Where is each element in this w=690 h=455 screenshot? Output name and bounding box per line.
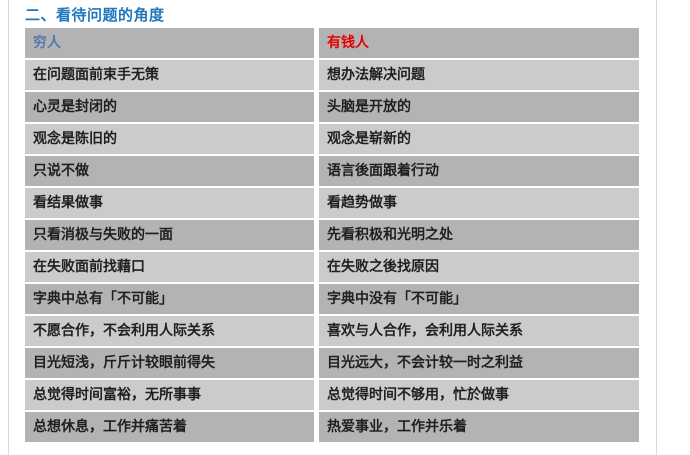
cell-rich-trait: 字典中没有「不可能」	[319, 284, 639, 314]
cell-rich-trait: 目光远大，不会计较一时之利益	[319, 348, 639, 378]
cell-rich-trait: 热爱事业，工作并乐着	[319, 412, 639, 442]
cell-rich-trait: 想办法解决问题	[319, 60, 639, 90]
table-row: 只看消极与失败的一面 先看积极和光明之处	[25, 220, 639, 250]
table-row: 只说不做 语言後面跟着行动	[25, 156, 639, 186]
cell-rich-trait: 观念是崭新的	[319, 124, 639, 154]
cell-poor-trait: 观念是陈旧的	[25, 124, 314, 154]
cell-poor-trait: 看结果做事	[25, 188, 314, 218]
column-header-rich: 有钱人	[319, 28, 639, 58]
table-row: 心灵是封闭的 头脑是开放的	[25, 92, 639, 122]
cell-poor-trait: 只看消极与失败的一面	[25, 220, 314, 250]
page-border-left	[8, 0, 9, 455]
cell-poor-trait: 只说不做	[25, 156, 314, 186]
table-row: 总想休息，工作并痛苦着 热爱事业，工作并乐着	[25, 412, 639, 442]
cell-poor-trait: 字典中总有「不可能」	[25, 284, 314, 314]
cell-poor-trait: 总觉得时间富裕，无所事事	[25, 380, 314, 410]
cell-rich-trait: 看趋势做事	[319, 188, 639, 218]
table-row: 不愿合作，不会利用人际关系 喜欢与人合作，会利用人际关系	[25, 316, 639, 346]
cell-rich-trait: 头脑是开放的	[319, 92, 639, 122]
cell-rich-trait: 先看积极和光明之处	[319, 220, 639, 250]
cell-rich-trait: 在失败之後找原因	[319, 252, 639, 282]
cell-rich-trait: 总觉得时间不够用，忙於做事	[319, 380, 639, 410]
cell-rich-trait: 喜欢与人合作，会利用人际关系	[319, 316, 639, 346]
column-header-poor: 穷人	[25, 28, 314, 58]
page-border-right	[656, 0, 657, 455]
table-body: 在问题面前束手无策 想办法解决问题 心灵是封闭的 头脑是开放的 观念是陈旧的 观…	[25, 60, 639, 442]
comparison-table: 穷人 有钱人 在问题面前束手无策 想办法解决问题 心灵是封闭的 头脑是开放的 观…	[25, 28, 639, 444]
cell-poor-trait: 在问题面前束手无策	[25, 60, 314, 90]
table-header-row: 穷人 有钱人	[25, 28, 639, 58]
cell-poor-trait: 总想休息，工作并痛苦着	[25, 412, 314, 442]
table-row: 观念是陈旧的 观念是崭新的	[25, 124, 639, 154]
cell-poor-trait: 不愿合作，不会利用人际关系	[25, 316, 314, 346]
cell-rich-trait: 语言後面跟着行动	[319, 156, 639, 186]
table-row: 在失败面前找藉口 在失败之後找原因	[25, 252, 639, 282]
table-row: 总觉得时间富裕，无所事事 总觉得时间不够用，忙於做事	[25, 380, 639, 410]
table-row: 看结果做事 看趋势做事	[25, 188, 639, 218]
table-row: 在问题面前束手无策 想办法解决问题	[25, 60, 639, 90]
cell-poor-trait: 在失败面前找藉口	[25, 252, 314, 282]
cell-poor-trait: 目光短浅，斤斤计较眼前得失	[25, 348, 314, 378]
table-row: 目光短浅，斤斤计较眼前得失 目光远大，不会计较一时之利益	[25, 348, 639, 378]
section-title: 二、看待问题的角度	[25, 6, 165, 24]
table-row: 字典中总有「不可能」 字典中没有「不可能」	[25, 284, 639, 314]
cell-poor-trait: 心灵是封闭的	[25, 92, 314, 122]
